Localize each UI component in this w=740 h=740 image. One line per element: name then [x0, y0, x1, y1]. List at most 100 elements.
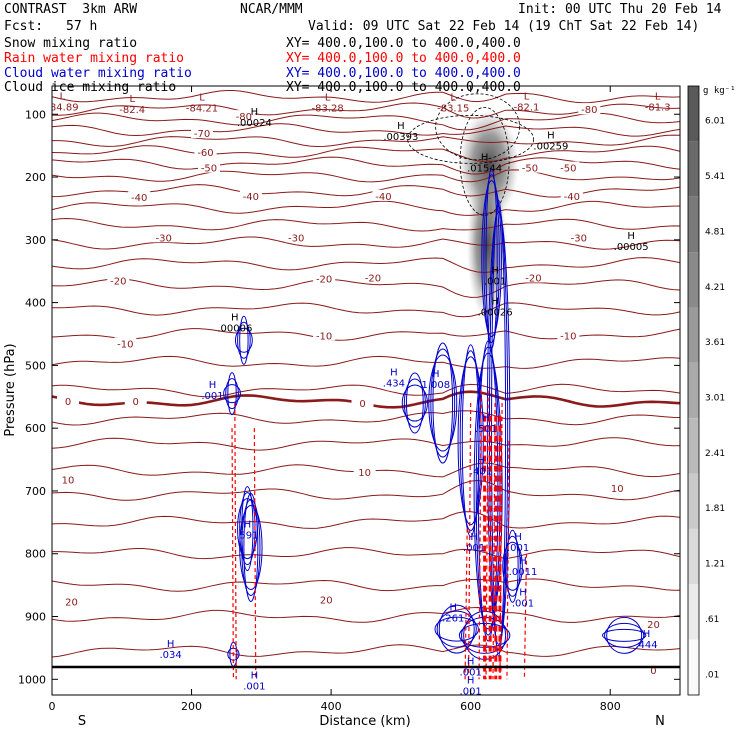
- rain-contour: [231, 428, 235, 680]
- isotherm-label: -50: [201, 164, 217, 175]
- field-name-cloud-ice: Cloud ice mixing ratio: [4, 80, 177, 95]
- isotherm-label: 0: [650, 666, 656, 677]
- x-tick-label: 200: [181, 700, 202, 713]
- colorbar-label: 1.21: [705, 560, 725, 570]
- snow-contour: [459, 106, 510, 216]
- isotherm-label-bg: [353, 466, 376, 478]
- model-title: CONTRAST 3km ARW: [4, 2, 138, 17]
- snow-contour: [435, 93, 521, 161]
- isotherm-line: [52, 383, 680, 398]
- isotherm-label-bg: [557, 161, 580, 173]
- extreme-value: .261: [442, 613, 464, 624]
- field-xy-cloud-water: XY= 400.0,100.0 to 400.0,400.0: [286, 66, 521, 81]
- isotherm-line: [52, 145, 680, 163]
- colorbar: 6.01 5.41 4.81 4.21 3.61 3.01 2.41 1.81 1.21 .61.…: [687, 85, 725, 696]
- colorbar-swatch: [688, 584, 699, 640]
- extreme-marker: H: [514, 532, 522, 543]
- y-tick-label: 900: [25, 611, 46, 624]
- colorbar-swatch: [688, 418, 699, 474]
- extreme-value: .444: [635, 640, 657, 651]
- colorbar-unit: g kg⁻¹: [703, 86, 736, 96]
- isotherm-line: [52, 112, 680, 131]
- isotherm-label: 0: [359, 399, 365, 410]
- cloud-water-contour: [461, 344, 480, 538]
- plot-frame: [51, 85, 681, 696]
- colorbar-label: .01: [705, 670, 719, 680]
- isotherm-label: -50: [560, 164, 576, 175]
- isotherm-label-bg: [128, 191, 151, 203]
- isotherm-line: [52, 217, 680, 232]
- extreme-marker: H: [491, 265, 499, 276]
- isotherm-label: -30: [155, 233, 171, 244]
- isotherm-line: [52, 547, 680, 560]
- colorbar-frame: [687, 85, 700, 696]
- extreme-value: .001: [201, 391, 223, 402]
- colorbar-swatch: [688, 196, 699, 253]
- extreme-value: .001: [512, 598, 534, 609]
- y-tick-label: 700: [25, 485, 46, 498]
- isotherm-label-bg: [114, 337, 137, 349]
- init-time: Init: 00 UTC Thu 20 Feb 14: [518, 2, 722, 17]
- extreme-value: .00393: [383, 132, 418, 143]
- isotherm-label-bg: [313, 272, 336, 284]
- extreme-value: .001: [484, 276, 506, 287]
- colorbar-label: 1.81: [705, 504, 725, 514]
- cloud-water-contour: [434, 616, 479, 642]
- y-tick-label: 100: [25, 108, 46, 121]
- rain-contour: [253, 428, 257, 680]
- isotherm-label-bg: [560, 189, 583, 201]
- cloud-water-contour: [239, 504, 263, 590]
- isotherm-label-bg: [642, 663, 665, 675]
- extreme-marker: H: [209, 380, 217, 391]
- extreme-value: .591: [236, 531, 258, 542]
- y-tick-label: 800: [25, 548, 46, 561]
- extreme-marker: H: [231, 312, 239, 323]
- extreme-marker: H: [547, 130, 555, 141]
- cloud-water-contour: [604, 622, 645, 648]
- isotherm-line: [52, 90, 680, 104]
- colorbar-swatch: [688, 252, 699, 308]
- isotherm-label-bg: [557, 329, 580, 341]
- field-xy-rain: XY= 400.0,100.0 to 400.0,400.0: [286, 51, 521, 66]
- extreme-value: -83.28: [311, 104, 343, 115]
- isotherm-label: -10: [316, 331, 332, 342]
- isotherm-line: [52, 123, 680, 137]
- isotherm-label: -80: [581, 105, 597, 116]
- isotherm-label: 20: [65, 597, 78, 608]
- rain-contour: [478, 390, 482, 680]
- cloud-water-contour: [473, 352, 503, 630]
- cloud-water-contour: [234, 327, 253, 353]
- isotherm-label: -10: [117, 339, 133, 350]
- extreme-value: -81.3: [645, 102, 671, 113]
- cloud-water-contour: [481, 180, 502, 338]
- isotherm-line: [52, 169, 680, 183]
- x-axis-title: Distance (km): [319, 714, 410, 729]
- isotherm-line: [52, 156, 680, 175]
- isotherm-label: -10: [560, 331, 576, 342]
- extreme-value: -82.1: [514, 102, 540, 113]
- isotherm-label-bg: [198, 161, 220, 173]
- rain-contour: [485, 390, 489, 680]
- cloud-water-contour: [237, 321, 251, 359]
- north-label: N: [655, 714, 665, 729]
- colorbar-label: 4.81: [705, 227, 725, 237]
- forecast-value: 57 h: [66, 19, 98, 34]
- cloud-water-contour: [432, 342, 454, 464]
- isotherm-line: [52, 134, 680, 148]
- colorbar-label: .61: [705, 615, 719, 625]
- isotherm-label: 10: [62, 476, 75, 487]
- isotherm-label-bg: [60, 595, 83, 607]
- isotherm-line: [52, 606, 680, 623]
- isotherm-line: [52, 302, 680, 318]
- x-tick-label: 800: [600, 700, 621, 713]
- forecast-label: Fcst:: [4, 19, 44, 34]
- extreme-marker: H: [643, 629, 651, 640]
- south-label: S: [78, 714, 86, 729]
- extreme-marker: H: [251, 107, 259, 118]
- isotherm-label: -20: [365, 273, 381, 284]
- isotherm-label: -20: [110, 277, 126, 288]
- cloud-water-contour: [405, 372, 424, 434]
- org-title: NCAR/MMM: [240, 2, 303, 17]
- isotherm-label-bg: [642, 618, 665, 630]
- isotherm-line: [52, 328, 680, 341]
